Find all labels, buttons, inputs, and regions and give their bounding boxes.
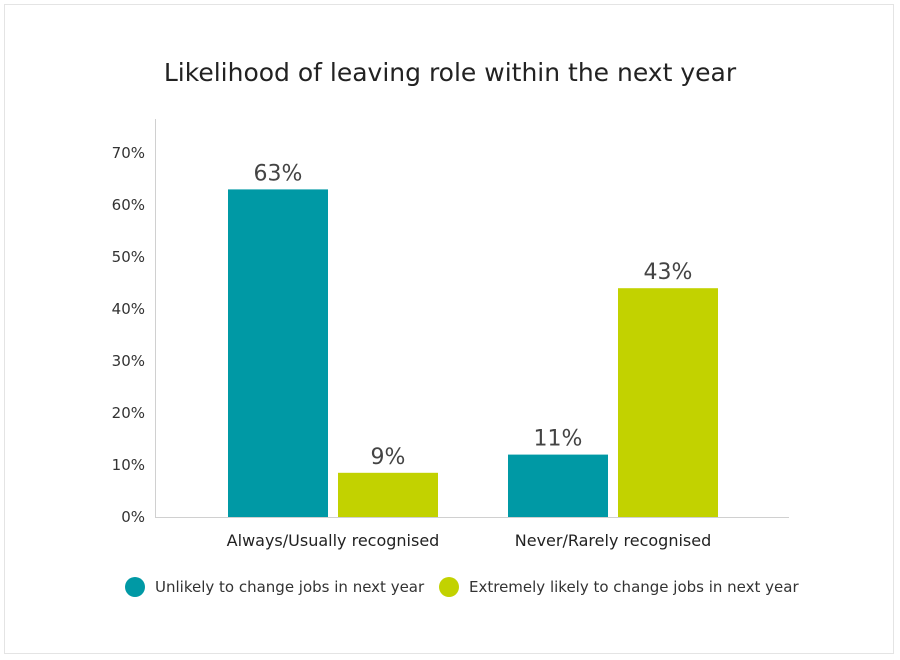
bar: [508, 454, 608, 517]
data-label: 9%: [371, 445, 406, 470]
legend: Unlikely to change jobs in next year Extr…: [125, 577, 799, 597]
y-tick-label: 60%: [112, 196, 145, 214]
legend-swatch: [439, 577, 459, 597]
bars-group: 63% 11% 9% 43%: [228, 161, 718, 517]
y-tick-label: 40%: [112, 300, 145, 318]
bar: [338, 472, 438, 517]
data-label: 43%: [644, 260, 693, 285]
y-axis-ticks: 0% 10% 20% 30% 40% 50% 60% 70%: [112, 144, 145, 526]
y-tick-label: 70%: [112, 144, 145, 162]
category-labels: Always/Usually recognised Never/Rarely re…: [227, 531, 712, 550]
data-label: 63%: [254, 161, 303, 186]
data-label: 11%: [534, 427, 583, 452]
bar: [618, 288, 718, 517]
y-tick-label: 0%: [121, 508, 145, 526]
category-label: Never/Rarely recognised: [515, 531, 711, 550]
y-tick-label: 20%: [112, 404, 145, 422]
y-tick-label: 50%: [112, 248, 145, 266]
bar: [228, 189, 328, 517]
legend-swatch: [125, 577, 145, 597]
y-tick-label: 30%: [112, 352, 145, 370]
category-label: Always/Usually recognised: [227, 531, 440, 550]
y-tick-label: 10%: [112, 456, 145, 474]
legend-label: Unlikely to change jobs in next year: [155, 578, 425, 596]
chart-title: Likelihood of leaving role within the ne…: [164, 58, 737, 87]
chart-frame: [4, 4, 894, 654]
legend-label: Extremely likely to change jobs in next …: [469, 578, 799, 596]
